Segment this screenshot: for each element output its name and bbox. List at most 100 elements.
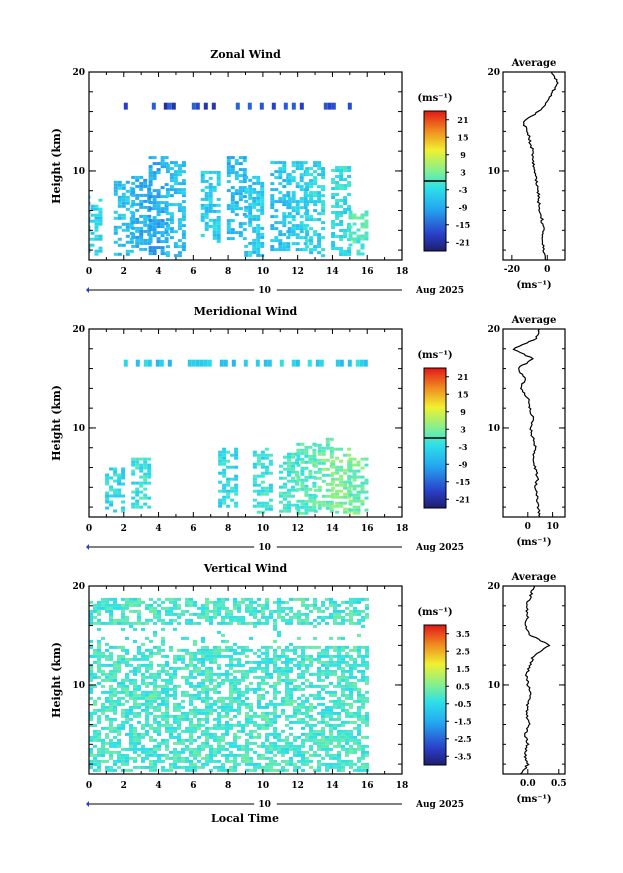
heatmap-cell	[317, 242, 322, 246]
heatmap-cell	[245, 732, 249, 736]
heatmap-cell	[245, 690, 249, 694]
heatmap-cell	[181, 648, 185, 652]
heatmap-cell	[278, 161, 283, 165]
heatmap-cell	[221, 639, 225, 643]
heatmap-cell	[131, 202, 136, 206]
heatmap-cell	[357, 768, 361, 772]
heatmap-cell	[152, 162, 157, 166]
heatmap-cell	[265, 702, 269, 706]
heatmap-cell	[365, 675, 369, 679]
heatmap-cell	[97, 717, 101, 721]
heatmap-cell	[321, 648, 325, 652]
heatmap-cell	[287, 470, 291, 474]
heatmap-cell	[281, 678, 285, 682]
heatmap-cell	[201, 603, 205, 607]
heatmap-cell	[164, 162, 169, 166]
heatmap-cell	[361, 618, 365, 622]
heatmap-cell	[353, 711, 357, 715]
heatmap-cell	[249, 600, 253, 604]
heatmap-cell	[230, 204, 235, 208]
heatmap-cell	[269, 612, 273, 616]
heatmap-cell	[312, 484, 317, 488]
heatmap-cell	[153, 738, 157, 742]
heatmap-cell	[221, 753, 225, 757]
heatmap-cell	[285, 606, 289, 610]
heatmap-cell	[305, 606, 309, 610]
heatmap-cell	[89, 612, 93, 616]
heatmap-cell	[256, 474, 261, 478]
heatmap-cell	[181, 636, 185, 640]
heatmap-cell	[335, 184, 340, 187]
heatmap-cell	[252, 477, 257, 481]
heatmap-cell	[149, 759, 153, 763]
heatmap-cell	[301, 711, 305, 715]
heatmap-cell	[173, 164, 178, 168]
heatmap-cell	[295, 182, 300, 186]
heatmap-cell	[349, 648, 353, 652]
heatmap-cell	[313, 488, 318, 492]
heatmap-cell	[221, 705, 225, 709]
heatmap-cell	[221, 633, 225, 637]
heatmap-cell	[241, 600, 245, 604]
heatmap-cell	[209, 600, 213, 604]
heatmap-cell	[201, 696, 205, 700]
heatmap-cell	[343, 486, 348, 490]
heatmap-cell	[105, 708, 109, 712]
heatmap-cell	[169, 167, 174, 171]
heatmap-cell	[349, 696, 353, 700]
heatmap-cell	[260, 241, 265, 245]
heatmap-cell	[157, 645, 161, 649]
heatmap-cell	[169, 194, 174, 198]
heatmap-cell	[337, 681, 341, 685]
heatmap-cell	[361, 663, 365, 667]
heatmap-cell	[365, 714, 369, 718]
heatmap-cell	[197, 717, 201, 721]
heatmap-cell	[286, 242, 291, 246]
heatmap-cell	[89, 615, 93, 619]
heatmap-cell	[205, 705, 209, 709]
heatmap-cell	[279, 359, 284, 367]
heatmap-cell	[217, 765, 221, 769]
heatmap-cell	[345, 678, 349, 682]
heatmap-cell	[265, 765, 269, 769]
heatmap-cell	[101, 753, 105, 757]
heatmap-cell	[317, 443, 322, 447]
heatmap-cell	[321, 458, 326, 462]
heatmap-cell	[285, 747, 289, 751]
heatmap-cell	[97, 765, 101, 769]
heatmap-cell	[312, 451, 317, 455]
heatmap-cell	[341, 618, 345, 622]
heatmap-cell	[249, 687, 253, 691]
heatmap-cell	[357, 600, 361, 604]
heatmap-cell	[329, 500, 334, 504]
heatmap-cell	[329, 488, 334, 492]
heatmap-cell	[365, 723, 369, 727]
heatmap-cell	[348, 460, 353, 464]
heatmap-cell	[335, 477, 340, 481]
heatmap-cell	[277, 609, 281, 613]
x-tick-label: 14	[326, 524, 339, 534]
heatmap-cell	[345, 762, 349, 766]
heatmap-cell	[105, 600, 109, 604]
heatmap-cell	[169, 732, 173, 736]
heatmap-cell	[181, 654, 185, 658]
heatmap-cell	[149, 603, 153, 607]
heatmap-cell	[364, 234, 369, 238]
heatmap-cell	[193, 765, 197, 769]
heatmap-cell	[165, 224, 170, 228]
heatmap-cell	[93, 729, 97, 733]
heatmap-cell	[160, 231, 165, 235]
heatmap-cell	[181, 717, 185, 721]
heatmap-cell	[353, 621, 357, 625]
heatmap-cell	[265, 717, 269, 721]
heatmap-cell	[300, 469, 305, 473]
heatmap-cell	[89, 675, 93, 679]
heatmap-cell	[261, 693, 265, 697]
heatmap-cell	[113, 672, 117, 676]
heatmap-cell	[197, 657, 201, 661]
heatmap-cell	[325, 443, 330, 447]
heatmap-cell	[349, 732, 353, 736]
heatmap-cell	[173, 254, 178, 258]
heatmap-cell	[125, 234, 130, 238]
heatmap-cell	[145, 699, 149, 703]
